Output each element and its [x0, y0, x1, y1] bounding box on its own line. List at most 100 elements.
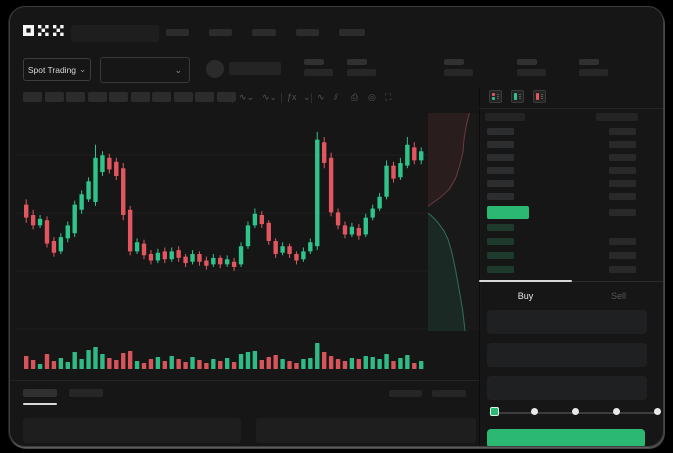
pair-select-dropdown[interactable]: ⌄: [100, 57, 190, 83]
buy-button[interactable]: [487, 429, 645, 446]
bid-amount-placeholder-3: [609, 252, 636, 259]
stat-block-3: [444, 59, 473, 76]
stat-block-5: [579, 59, 608, 76]
orderbook-amount-header-placeholder: [596, 113, 638, 121]
slider-stop-50pct[interactable]: [572, 408, 579, 415]
nav-item-3[interactable]: [252, 29, 276, 36]
tab-sell[interactable]: Sell: [610, 291, 626, 301]
nav-item-1[interactable]: [166, 29, 189, 36]
bottom-tab-1[interactable]: [23, 389, 57, 397]
timeframe-button-5[interactable]: [109, 92, 128, 102]
toolbar-divider: [232, 93, 233, 103]
ask-price-placeholder-1[interactable]: [487, 128, 514, 135]
stat-value-placeholder: [444, 69, 473, 76]
icon-marks: [536, 93, 539, 100]
mark: [492, 97, 495, 100]
icon-lines: [497, 93, 499, 100]
timeframe-button-8[interactable]: [173, 92, 193, 102]
chevron-down-icon: ⌄: [174, 64, 182, 75]
chevron-down-icon: ⌄: [79, 64, 87, 74]
order-input-1[interactable]: [487, 310, 647, 334]
toolbar-divider: [281, 93, 282, 103]
stat-label-placeholder: [347, 59, 367, 65]
ask-price-placeholder-4[interactable]: [487, 167, 514, 174]
bid-amount-placeholder-4: [609, 266, 636, 273]
timeframe-button-10[interactable]: [216, 92, 236, 102]
bid-price-placeholder-3[interactable]: [487, 252, 514, 259]
ask-price-placeholder-5[interactable]: [487, 180, 514, 187]
okx-logo: [23, 25, 64, 36]
slider-stop-0pct[interactable]: [490, 407, 499, 416]
timeframe-button-6[interactable]: [130, 92, 150, 102]
nav-item-4[interactable]: [296, 29, 319, 36]
indicators-chevron-icon[interactable]: ⌄: [303, 92, 311, 102]
stat-value-placeholder: [579, 69, 608, 76]
timeframe-button-7[interactable]: [152, 92, 171, 102]
stat-value-placeholder: [304, 69, 333, 76]
bid-price-placeholder-4[interactable]: [487, 266, 514, 273]
ask-price-placeholder-2[interactable]: [487, 141, 514, 148]
timeframe-button-2[interactable]: [44, 92, 64, 102]
depth-chart[interactable]: [428, 113, 481, 331]
stat-value-placeholder: [347, 69, 376, 76]
book-both-icon[interactable]: [489, 90, 502, 103]
last-price-amount-placeholder: [609, 209, 636, 216]
nav-item-2[interactable]: [209, 29, 232, 36]
nav-item-5[interactable]: [339, 29, 365, 36]
camera-icon[interactable]: ⎙: [351, 92, 359, 102]
ask-amount-placeholder-5: [609, 180, 636, 187]
slider-stop-25pct[interactable]: [531, 408, 538, 415]
stat-value-placeholder: [517, 69, 546, 76]
ask-amount-placeholder-6: [609, 193, 636, 200]
bottom-action-1[interactable]: [389, 390, 422, 397]
candlestick-chart[interactable]: [16, 111, 436, 373]
ask-amount-placeholder-2: [609, 141, 636, 148]
icon-marks: [492, 93, 495, 100]
bottom-panel-left: [23, 418, 241, 443]
bid-price-placeholder-1[interactable]: [487, 224, 514, 231]
icon-lines: [519, 93, 521, 100]
line-tool-icon[interactable]: ∿: [317, 92, 325, 102]
order-input-3[interactable]: [487, 376, 647, 400]
toolbar-divider: [311, 93, 312, 103]
ask-amount-placeholder-3: [609, 154, 636, 161]
book-asks-icon[interactable]: [533, 90, 546, 103]
app-window: Spot Trading ⌄ ⌄ ∿⌄ ∿⌄ ƒx ⌄ ∿ ⫽ ⎙ ◎ ⛶ Buy Sell: [9, 6, 664, 447]
market-type-label: Spot Trading: [27, 64, 77, 75]
market-type-dropdown[interactable]: Spot Trading ⌄: [23, 58, 91, 81]
stat-label-placeholder: [517, 59, 537, 65]
bid-price-placeholder-2[interactable]: [487, 238, 514, 245]
mark: [536, 93, 539, 100]
order-input-2[interactable]: [487, 343, 647, 367]
candle-type-icon[interactable]: ∿⌄: [262, 92, 278, 102]
orderbook-price-header-placeholder: [485, 113, 525, 121]
timeframe-button-9[interactable]: [195, 92, 214, 102]
slider-stop-100pct[interactable]: [654, 408, 661, 415]
icon-lines: [541, 93, 543, 100]
stat-label-placeholder: [444, 59, 464, 65]
chart-style-icon[interactable]: ∿⌄: [239, 92, 255, 102]
stat-block-2: [347, 59, 376, 76]
search-input[interactable]: [71, 25, 159, 42]
ask-amount-placeholder-4: [609, 167, 636, 174]
tab-buy[interactable]: Buy: [517, 291, 534, 301]
bottom-tab-2[interactable]: [69, 389, 103, 397]
fullscreen-icon[interactable]: ⛶: [385, 92, 392, 102]
bottom-action-2[interactable]: [432, 390, 466, 397]
draw-tool-icon[interactable]: ⫽: [334, 92, 339, 102]
mark: [514, 93, 517, 100]
timeframe-button-1[interactable]: [23, 92, 42, 102]
book-bids-icon[interactable]: [511, 90, 524, 103]
panel-divider: [479, 87, 480, 446]
timeframe-button-4[interactable]: [87, 92, 107, 102]
ask-price-placeholder-3[interactable]: [487, 154, 514, 161]
orderbook-divider: [479, 108, 663, 109]
ask-amount-placeholder-1: [609, 128, 636, 135]
slider-stop-75pct[interactable]: [613, 408, 620, 415]
indicators-fx-icon[interactable]: ƒx: [287, 92, 297, 102]
ask-price-placeholder-6[interactable]: [487, 193, 514, 200]
settings-target-icon[interactable]: ◎: [368, 92, 376, 102]
bid-amount-placeholder-2: [609, 238, 636, 245]
bottom-panel-right: [256, 418, 476, 443]
timeframe-button-3[interactable]: [66, 92, 85, 102]
